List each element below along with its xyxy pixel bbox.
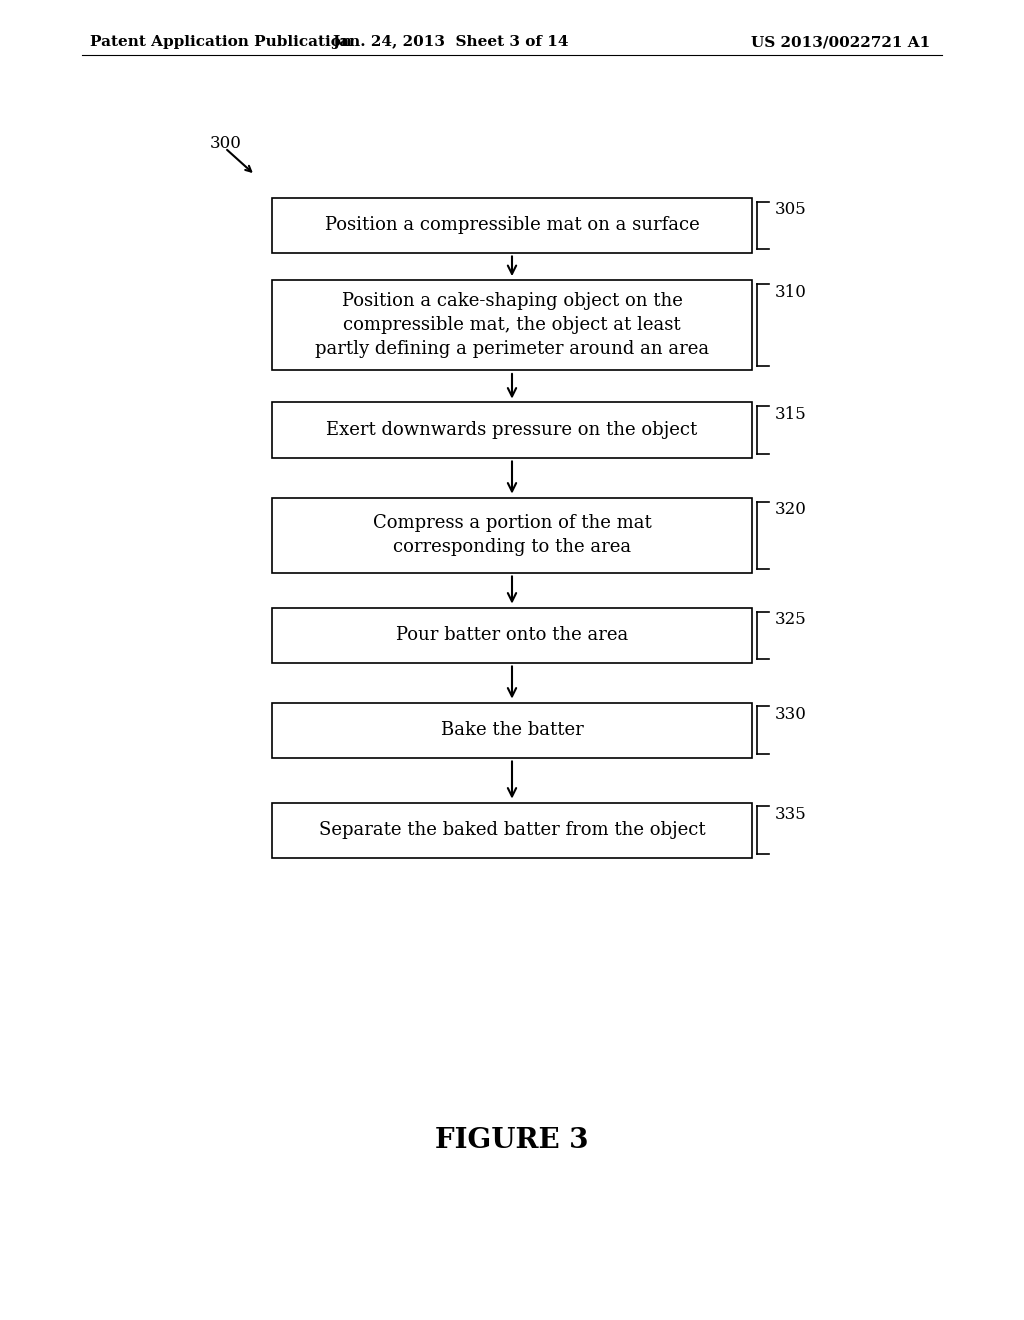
Text: 315: 315 xyxy=(775,407,807,424)
Text: 330: 330 xyxy=(775,706,807,723)
Text: US 2013/0022721 A1: US 2013/0022721 A1 xyxy=(751,36,930,49)
FancyBboxPatch shape xyxy=(272,803,752,858)
Text: 300: 300 xyxy=(210,135,242,152)
FancyBboxPatch shape xyxy=(272,280,752,370)
FancyBboxPatch shape xyxy=(272,702,752,758)
Text: Bake the batter: Bake the batter xyxy=(440,721,584,739)
FancyBboxPatch shape xyxy=(272,498,752,573)
Text: FIGURE 3: FIGURE 3 xyxy=(435,1126,589,1154)
Text: Position a compressible mat on a surface: Position a compressible mat on a surface xyxy=(325,216,699,234)
Text: Exert downwards pressure on the object: Exert downwards pressure on the object xyxy=(327,421,697,440)
Text: 305: 305 xyxy=(775,202,807,219)
Text: 310: 310 xyxy=(775,284,807,301)
Text: 335: 335 xyxy=(775,807,807,824)
FancyBboxPatch shape xyxy=(272,198,752,252)
Text: Patent Application Publication: Patent Application Publication xyxy=(90,36,352,49)
Text: Separate the baked batter from the object: Separate the baked batter from the objec… xyxy=(318,821,706,840)
Text: 325: 325 xyxy=(775,611,807,628)
FancyBboxPatch shape xyxy=(272,607,752,663)
Text: Jan. 24, 2013  Sheet 3 of 14: Jan. 24, 2013 Sheet 3 of 14 xyxy=(332,36,568,49)
Text: Compress a portion of the mat
corresponding to the area: Compress a portion of the mat correspond… xyxy=(373,515,651,556)
Text: Position a cake-shaping object on the
compressible mat, the object at least
part: Position a cake-shaping object on the co… xyxy=(315,293,709,358)
FancyBboxPatch shape xyxy=(272,403,752,458)
Text: Pour batter onto the area: Pour batter onto the area xyxy=(396,626,628,644)
Text: 320: 320 xyxy=(775,502,807,519)
